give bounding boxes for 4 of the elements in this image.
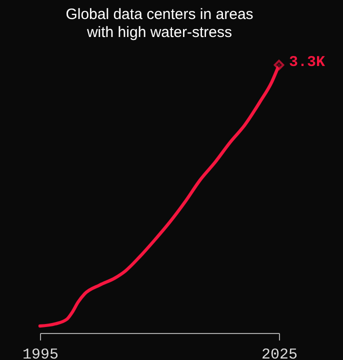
annotation: 3.3K	[289, 54, 326, 71]
x-tick-label: 2025	[261, 346, 298, 360]
x-tick-label: 1995	[22, 346, 59, 360]
chart-title: Global data centers in areas with high water-stress	[66, 6, 254, 41]
